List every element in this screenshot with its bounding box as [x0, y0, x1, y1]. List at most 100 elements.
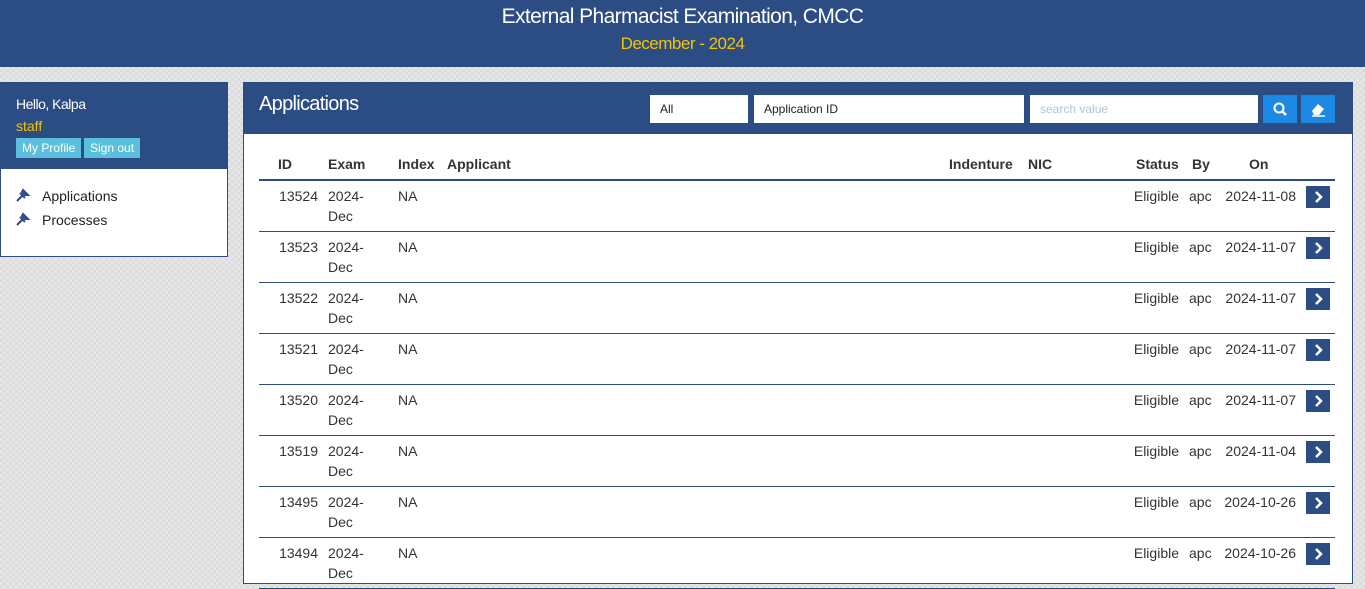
signout-button[interactable]: Sign out [84, 138, 141, 158]
eraser-icon [1312, 104, 1325, 117]
column-header: On [1249, 156, 1269, 172]
cell-index: NA [398, 239, 418, 255]
column-header: Applicant [447, 156, 511, 172]
header-title: External Pharmacist Examination, CMCC [501, 5, 864, 28]
cell-status: Eligible [1133, 392, 1179, 408]
column-header: Status [1136, 156, 1179, 172]
chevron-icon [1315, 344, 1323, 356]
cell-status: Eligible [1133, 341, 1179, 357]
cell-by: apc [1189, 545, 1212, 561]
cell-index: NA [398, 188, 418, 204]
column-header: Indenture [949, 156, 1013, 172]
cell-index: NA [398, 443, 418, 459]
cell-index: NA [398, 392, 418, 408]
clear-button[interactable] [1301, 95, 1335, 123]
cell-by: apc [1189, 188, 1212, 204]
cell-id: 13495 [279, 494, 318, 510]
cell-index: NA [398, 545, 418, 561]
panel-title: Applications [259, 93, 359, 115]
search-icon [1273, 102, 1287, 116]
row-line [259, 282, 1335, 283]
cell-index: NA [398, 290, 418, 306]
cell-id: 13494 [279, 545, 318, 561]
cell-date: 2024-11-08 [1225, 188, 1296, 204]
cell-by: apc [1189, 392, 1212, 408]
cell-by: apc [1189, 290, 1212, 306]
cell-date: 2024-11-07 [1225, 341, 1296, 357]
cell-status: Eligible [1133, 239, 1179, 255]
cell-exam: 2024-Dec [328, 545, 364, 581]
nav-item[interactable]: Applications [42, 188, 118, 204]
chevron-icon [1315, 242, 1323, 254]
row-line [259, 231, 1335, 232]
field-select[interactable]: Application ID [754, 95, 1024, 123]
chevron-icon [1315, 446, 1323, 458]
cell-id: 13521 [279, 341, 318, 357]
open-button[interactable] [1306, 237, 1330, 259]
cell-date: 2024-11-07 [1225, 239, 1296, 255]
column-header: Index [398, 156, 435, 172]
filter-select[interactable]: All [650, 95, 748, 123]
column-header: NIC [1028, 156, 1053, 172]
header-subtitle: December - 2024 [620, 34, 745, 53]
cell-date: 2024-10-26 [1224, 545, 1296, 561]
cell-exam: 2024-Dec [328, 443, 364, 479]
open-button[interactable] [1306, 288, 1330, 310]
open-button[interactable] [1306, 543, 1330, 565]
cell-id: 13523 [279, 239, 318, 255]
cell-status: Eligible [1133, 545, 1179, 561]
cell-id: 13519 [279, 443, 318, 459]
chevron-icon [1315, 497, 1323, 509]
cell-date: 2024-11-04 [1225, 443, 1296, 459]
cell-index: NA [398, 494, 418, 510]
role: staff [16, 118, 43, 134]
row-line [259, 333, 1335, 334]
pin-icon [16, 188, 31, 202]
cell-exam: 2024-Dec [328, 341, 364, 377]
nav-item[interactable]: Processes [42, 212, 108, 228]
greeting: Hello, Kalpa [16, 96, 86, 112]
search-button[interactable] [1263, 95, 1297, 123]
open-button[interactable] [1306, 441, 1330, 463]
open-button[interactable] [1306, 390, 1330, 412]
chevron-icon [1315, 293, 1323, 305]
cell-index: NA [398, 341, 418, 357]
open-button[interactable] [1306, 186, 1330, 208]
cell-status: Eligible [1133, 290, 1179, 306]
chevron-icon [1315, 548, 1323, 560]
cell-date: 2024-11-07 [1225, 392, 1296, 408]
row-line [259, 384, 1335, 385]
cell-by: apc [1189, 341, 1212, 357]
cell-exam: 2024-Dec [328, 188, 364, 224]
column-header: ID [278, 156, 292, 172]
row-line [259, 435, 1335, 436]
cell-date: 2024-10-26 [1224, 494, 1296, 510]
search-input[interactable]: search value [1030, 95, 1258, 123]
header-bar [0, 0, 1365, 67]
cell-id: 13524 [279, 188, 318, 204]
cell-by: apc [1189, 239, 1212, 255]
cell-exam: 2024-Dec [328, 392, 364, 428]
cell-exam: 2024-Dec [328, 290, 364, 326]
chevron-icon [1315, 191, 1323, 203]
row-line [259, 486, 1335, 487]
cell-status: Eligible [1133, 443, 1179, 459]
cell-by: apc [1189, 494, 1212, 510]
column-header: Exam [328, 156, 366, 172]
header-line [259, 179, 1335, 181]
cell-exam: 2024-Dec [328, 494, 364, 530]
pin-icon [16, 212, 31, 226]
cell-status: Eligible [1133, 494, 1179, 510]
cell-id: 13522 [279, 290, 318, 306]
chevron-icon [1315, 395, 1323, 407]
cell-by: apc [1189, 443, 1212, 459]
column-header: By [1192, 156, 1210, 172]
cell-exam: 2024-Dec [328, 239, 364, 275]
cell-status: Eligible [1133, 188, 1179, 204]
open-button[interactable] [1306, 492, 1330, 514]
cell-id: 13520 [279, 392, 318, 408]
profile-button[interactable]: My Profile [16, 138, 82, 158]
open-button[interactable] [1306, 339, 1330, 361]
